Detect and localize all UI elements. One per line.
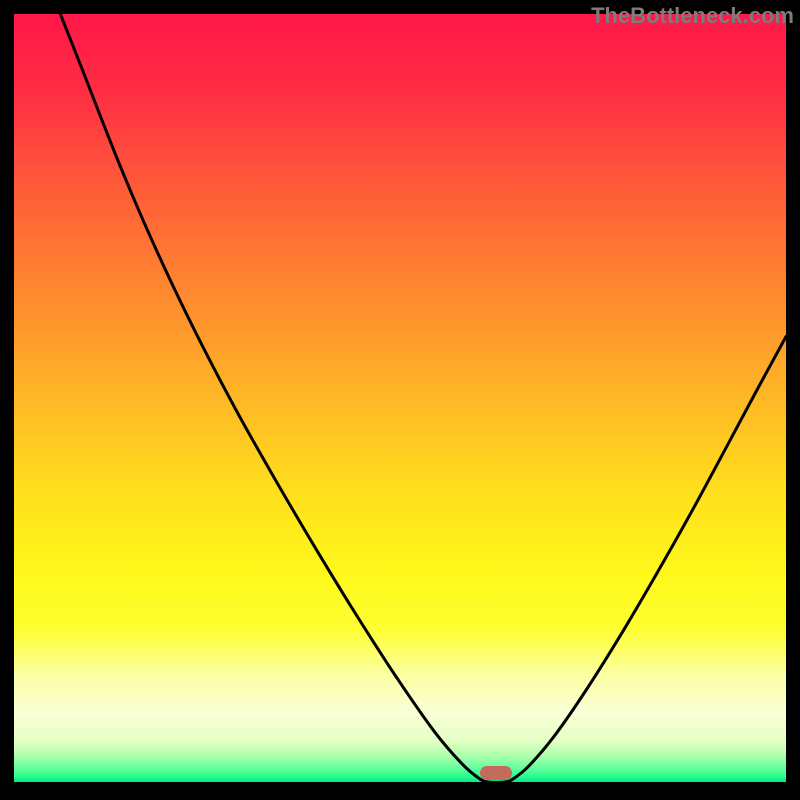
curve-layer (14, 14, 786, 782)
optimal-marker (480, 766, 512, 780)
chart-container: TheBottleneck.com (0, 0, 800, 800)
bottleneck-curve (60, 14, 786, 782)
plot-area (14, 14, 786, 782)
watermark-text: TheBottleneck.com (591, 3, 794, 29)
